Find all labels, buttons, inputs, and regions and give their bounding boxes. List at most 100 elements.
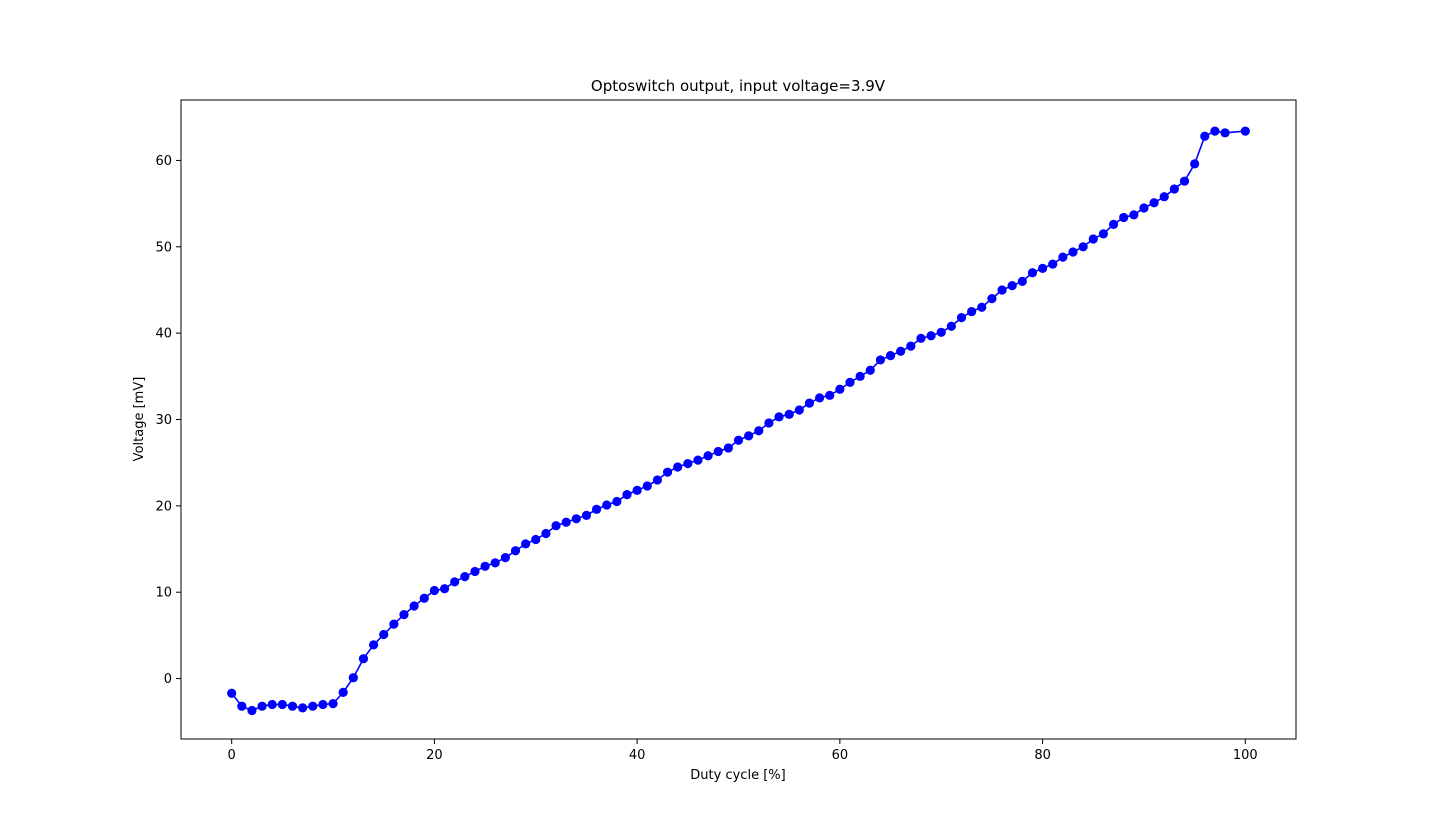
data-point [703, 451, 713, 461]
data-point [1007, 281, 1017, 291]
data-point [865, 365, 875, 375]
data-point [1159, 192, 1169, 202]
data-point [328, 699, 338, 709]
data-point [956, 313, 967, 323]
data-point [581, 510, 592, 520]
data-point [733, 435, 744, 445]
data-point [551, 521, 561, 531]
data-point [460, 572, 470, 582]
data-point [683, 458, 693, 469]
data-point [470, 566, 480, 577]
series-line [231, 130, 1246, 712]
data-point [774, 412, 784, 422]
x-tick-label: 60 [832, 748, 849, 763]
data-point [237, 701, 247, 711]
data-point [936, 327, 946, 337]
data-point [642, 481, 652, 491]
y-tick-label: 40 [155, 327, 172, 342]
data-point [885, 351, 896, 361]
data-point [1200, 131, 1210, 141]
data-point [875, 355, 886, 365]
data-point [298, 703, 308, 713]
data-point [358, 654, 369, 664]
y-tick-label: 60 [155, 154, 172, 169]
data-point [318, 699, 328, 710]
data-point [673, 462, 683, 472]
data-point [561, 517, 571, 527]
data-point [1179, 176, 1190, 186]
data-point [480, 561, 490, 571]
data-point [521, 539, 531, 549]
data-point [227, 688, 237, 698]
data-point [713, 446, 723, 457]
data-point [531, 534, 541, 545]
data-point [308, 701, 318, 711]
data-point [1078, 242, 1088, 252]
data-point [1068, 247, 1078, 257]
x-tick-label: 20 [426, 748, 443, 763]
data-point [997, 285, 1007, 295]
data-point [419, 593, 429, 603]
y-axis-ticks: 0 10 20 30 40 50 60 [155, 154, 181, 687]
data-point [967, 306, 977, 317]
y-tick-label: 10 [155, 586, 172, 601]
data-point [784, 409, 794, 419]
data-point [490, 558, 500, 568]
data-point [348, 673, 358, 683]
data-point [632, 485, 642, 495]
x-tick-label: 40 [629, 748, 646, 763]
data-point [744, 431, 754, 441]
data-point [409, 601, 419, 611]
y-tick-label: 20 [155, 499, 172, 514]
data-point [399, 610, 409, 620]
data-point [1139, 203, 1149, 213]
data-point [1058, 252, 1068, 262]
data-point [946, 321, 956, 331]
data-point [1098, 229, 1109, 239]
data-point [287, 701, 298, 711]
y-tick-label: 50 [155, 240, 172, 255]
data-point [916, 333, 926, 343]
data-point [1108, 219, 1119, 229]
data-point [622, 490, 632, 500]
data-point [896, 346, 906, 356]
y-tick-label: 30 [155, 413, 172, 428]
data-point [1149, 198, 1159, 208]
data-point [602, 500, 612, 510]
data-point [987, 294, 997, 304]
data-point [591, 504, 602, 514]
data-point [267, 699, 277, 710]
data-point [754, 426, 764, 436]
data-point [794, 405, 804, 415]
data-point [338, 687, 348, 697]
data-point [429, 585, 440, 596]
data-point [652, 475, 663, 485]
data-point [764, 418, 774, 428]
data-point [257, 701, 267, 711]
data-point [1119, 212, 1129, 223]
y-axis-title: Voltage [mV] [132, 377, 147, 462]
data-point [1169, 184, 1179, 194]
data-point [389, 619, 399, 629]
data-point [662, 467, 673, 477]
data-point [450, 577, 460, 587]
x-tick-label: 100 [1233, 748, 1258, 763]
data-point [693, 455, 703, 465]
x-axis-title: Duty cycle [%] [690, 768, 785, 783]
data-point [541, 528, 551, 539]
data-point [906, 341, 916, 351]
x-tick-label: 80 [1034, 748, 1051, 763]
data-point [804, 398, 815, 408]
x-axis-ticks: 0 20 40 60 80 100 [228, 739, 1258, 763]
data-point [845, 377, 855, 387]
data-point [1037, 263, 1048, 273]
data-point [835, 384, 845, 394]
data-point [439, 584, 450, 594]
data-point [277, 699, 287, 710]
data-point [825, 390, 835, 400]
data-point [247, 705, 257, 716]
data-point [500, 553, 510, 563]
